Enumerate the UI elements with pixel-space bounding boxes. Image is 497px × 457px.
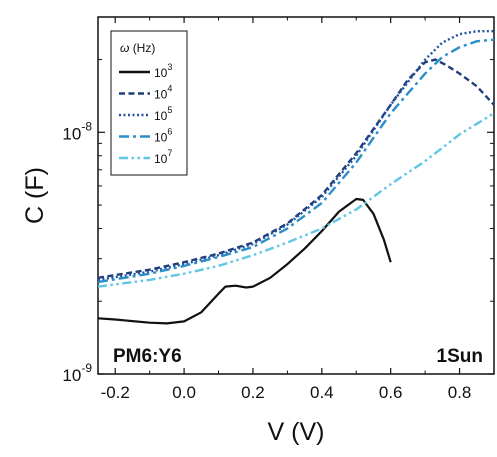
- plot-frame: [97, 16, 495, 375]
- series-line-10e7: [97, 112, 495, 288]
- legend-label-10e7: 107: [154, 148, 172, 166]
- y-tick-label: 10-9: [62, 361, 92, 385]
- series-line-10e3: [97, 197, 392, 325]
- legend-label-10e3: 103: [154, 62, 172, 80]
- x-tick-label: 0.4: [310, 383, 334, 402]
- ticks-group: -0.2 0.0 0.2 0.4 0.6 0.8 10-9 10-8: [62, 17, 495, 402]
- legend-title: ω (Hz): [120, 41, 155, 55]
- legend-label-10e4: 104: [154, 84, 172, 102]
- y-axis-label: C (F): [21, 167, 49, 224]
- x-axis-label: V (V): [268, 418, 325, 446]
- series-group: [97, 30, 495, 325]
- x-tick-label: 0.8: [448, 383, 472, 402]
- legend-label-10e5: 105: [154, 105, 172, 123]
- x-tick-label: 0.6: [379, 383, 403, 402]
- plot-frame-group: [97, 16, 495, 375]
- series-line-10e5: [97, 30, 494, 282]
- legend-box: [110, 30, 188, 176]
- legend-group: ω (Hz) 103 104 105 106 107: [110, 30, 188, 176]
- x-tick-label: -0.2: [101, 383, 130, 402]
- annotation-material: PM6:Y6: [113, 346, 182, 367]
- y-tick-label: 10-8: [62, 119, 92, 143]
- annotation-illumination: 1Sun: [437, 346, 483, 367]
- legend-label-10e6: 106: [154, 127, 172, 145]
- series-line-10e6: [97, 38, 495, 284]
- x-tick-label: 0.0: [172, 383, 196, 402]
- x-tick-label: 0.2: [241, 383, 265, 402]
